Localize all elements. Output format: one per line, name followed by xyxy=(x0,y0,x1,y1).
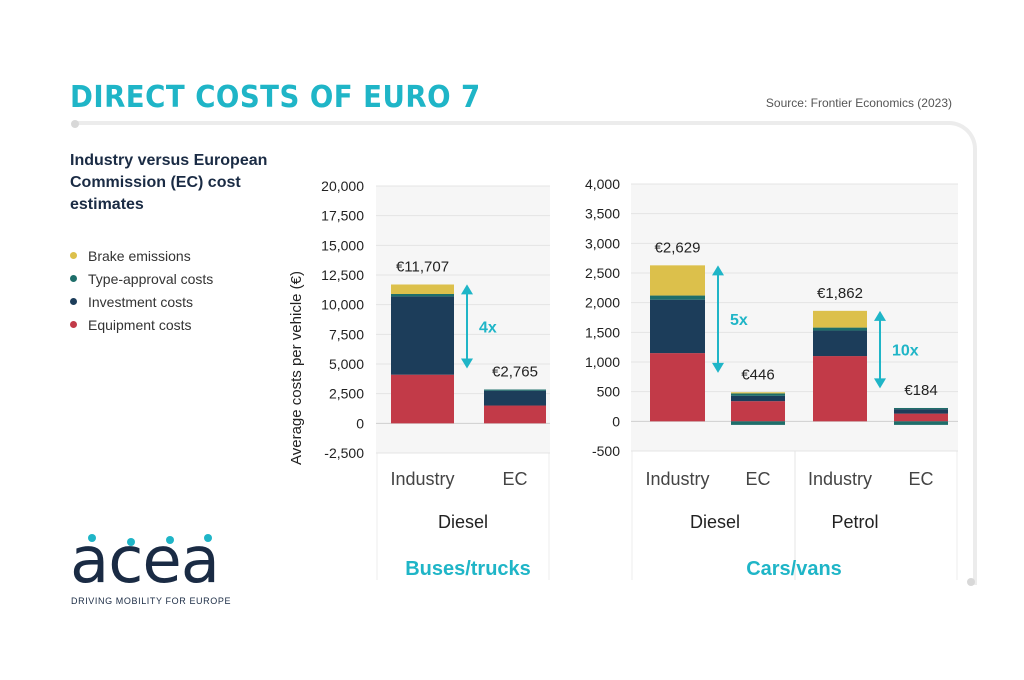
ratio-arrow-head xyxy=(461,358,473,369)
vehicle-group-label: Buses/trucks xyxy=(405,558,531,580)
y-axis-title: Average costs per vehicle (€) xyxy=(288,271,305,465)
ratio-label: 5x xyxy=(730,312,748,329)
fuel-label: Diesel xyxy=(690,512,740,532)
logo-dot xyxy=(166,536,174,544)
bar-segment xyxy=(731,395,785,402)
ratio-arrow-head xyxy=(874,378,886,389)
x-category-label: Industry xyxy=(645,469,709,489)
bar-total-label: €446 xyxy=(741,366,774,383)
y-tick-label: 15,000 xyxy=(321,237,364,253)
page-title: DIRECT COSTS OF EURO 7 xyxy=(70,80,481,115)
legend-label: Equipment costs xyxy=(88,316,192,333)
bar-total-label: €11,707 xyxy=(396,258,449,275)
ratio-arrow-head xyxy=(712,265,724,276)
bar-segment xyxy=(731,393,785,396)
y-tick-label: 2,500 xyxy=(585,265,620,281)
legend-label: Brake emissions xyxy=(88,247,191,264)
category-panel xyxy=(378,453,548,580)
x-category-label: Industry xyxy=(390,469,454,489)
chart-subtitle: Industry versus European Commission (EC)… xyxy=(70,152,268,213)
bar-total-label: €1,862 xyxy=(817,285,863,302)
ratio-label: 4x xyxy=(479,319,497,336)
legend-swatch xyxy=(70,275,77,282)
logo-dot xyxy=(88,534,96,542)
y-tick-label: 0 xyxy=(356,415,364,431)
legend-item-type-approval: Type-approval costs xyxy=(70,267,213,290)
y-tick-label: 500 xyxy=(597,384,621,400)
y-tick-label: 3,000 xyxy=(585,235,620,251)
frame-start-dot xyxy=(71,120,79,128)
y-tick-label: -500 xyxy=(592,443,620,459)
bar-segment xyxy=(894,409,948,414)
legend-swatch xyxy=(70,252,77,259)
bar-segment xyxy=(650,265,705,296)
ratio-arrow-head xyxy=(461,284,473,295)
y-tick-label: 2,000 xyxy=(585,295,620,311)
logo-dot xyxy=(127,538,135,546)
bar-segment xyxy=(484,390,546,406)
y-tick-label: 17,500 xyxy=(321,208,364,224)
ratio-label: 10x xyxy=(892,343,919,360)
fuel-label: Petrol xyxy=(831,512,878,532)
fuel-label: Diesel xyxy=(438,512,488,532)
bar-segment xyxy=(813,330,867,357)
y-tick-label: 20,000 xyxy=(321,178,364,194)
bar-segment-negative xyxy=(894,421,948,425)
y-tick-label: 0 xyxy=(612,413,620,429)
bar-segment xyxy=(813,327,867,331)
x-category-label: Industry xyxy=(808,469,872,489)
legend-item-equipment: Equipment costs xyxy=(70,313,213,336)
x-category-label: EC xyxy=(745,469,770,489)
bar-segment xyxy=(650,299,705,354)
x-category-label: EC xyxy=(908,469,933,489)
y-tick-label: 4,000 xyxy=(585,176,620,192)
logo-dot xyxy=(204,534,212,542)
legend-swatch xyxy=(70,321,77,328)
bar-segment xyxy=(894,407,948,410)
bar-segment xyxy=(650,353,705,422)
legend-item-brake: Brake emissions xyxy=(70,244,213,267)
bar-total-label: €2,629 xyxy=(655,239,701,256)
bar-total-label: €2,765 xyxy=(492,364,538,381)
acea-logo: acea xyxy=(70,528,220,592)
y-tick-label: -2,500 xyxy=(324,445,364,461)
content-frame xyxy=(75,121,977,585)
source-note: Source: Frontier Economics (2023) xyxy=(765,96,952,110)
y-tick-label: 2,500 xyxy=(329,386,364,402)
bar-segment xyxy=(391,293,454,297)
y-tick-label: 7,500 xyxy=(329,326,364,342)
y-tick-label: 3,500 xyxy=(585,206,620,222)
legend: Brake emissions Type-approval costs Inve… xyxy=(70,244,213,336)
vehicle-group-label: Cars/vans xyxy=(746,558,842,580)
bar-segment xyxy=(894,413,948,422)
ratio-arrow-head xyxy=(874,310,886,321)
y-tick-label: 1,500 xyxy=(585,324,620,340)
ratio-arrow-head xyxy=(712,362,724,373)
legend-label: Type-approval costs xyxy=(88,270,214,287)
bar-segment xyxy=(813,310,867,328)
bar-segment xyxy=(484,389,546,391)
bar-segment xyxy=(650,295,705,300)
legend-item-investment: Investment costs xyxy=(70,290,213,313)
bar-segment xyxy=(484,405,546,424)
legend-label: Investment costs xyxy=(88,293,194,310)
bar-segment xyxy=(731,401,785,422)
x-category-label: EC xyxy=(502,469,527,489)
bar-total-label: €184 xyxy=(904,382,937,399)
legend-swatch xyxy=(70,298,77,305)
y-tick-label: 12,500 xyxy=(321,267,364,283)
bar-segment xyxy=(391,296,454,375)
bar-segment xyxy=(731,392,785,394)
bar-segment-negative xyxy=(731,421,785,425)
frame-end-dot xyxy=(967,578,975,586)
y-tick-label: 5,000 xyxy=(329,356,364,372)
bar-segment xyxy=(813,356,867,422)
logo-tagline: DRIVING MOBILITY FOR EUROPE xyxy=(71,596,232,606)
bar-segment xyxy=(391,374,454,424)
y-tick-label: 1,000 xyxy=(585,354,620,370)
y-tick-label: 10,000 xyxy=(321,297,364,313)
bar-segment xyxy=(391,284,454,294)
